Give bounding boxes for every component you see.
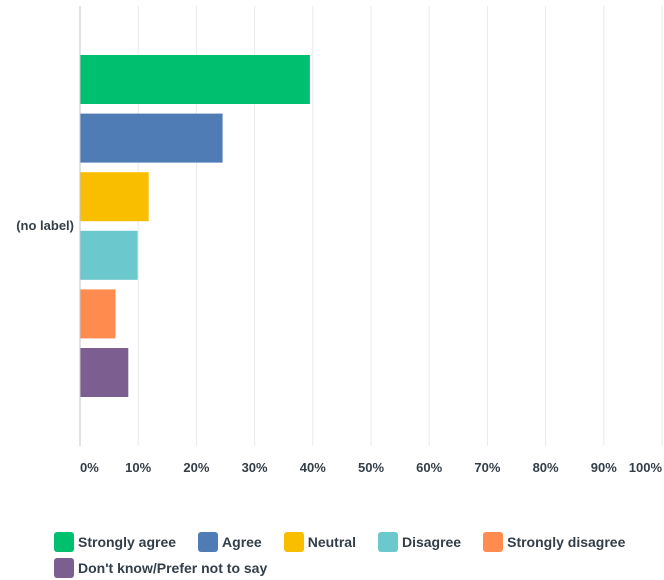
x-tick-label: 60% [416, 460, 442, 475]
legend-label: Neutral [307, 534, 356, 550]
bar-strongly-agree[interactable] [80, 55, 310, 104]
legend-label: Strongly disagree [507, 534, 626, 550]
legend-label: Don't know/Prefer not to say [78, 560, 268, 576]
x-tick-label: 30% [242, 460, 268, 475]
legend-swatch [54, 558, 74, 578]
x-tick-label: 80% [533, 460, 559, 475]
x-tick-label: 70% [474, 460, 500, 475]
x-tick-label: 90% [591, 460, 617, 475]
x-tick-label: 20% [183, 460, 209, 475]
legend-item[interactable]: Don't know/Prefer not to say [54, 558, 267, 578]
bar-chart: 0% 10% 20% 30% 40% 50% 60% 70% 80% 90% 100% (no la… [16, 6, 663, 475]
x-tick-label: 100% [629, 460, 663, 475]
x-tick-label: 50% [358, 460, 384, 475]
bar-disagree[interactable] [80, 230, 138, 280]
legend-swatch [377, 532, 398, 552]
y-category-label: (no label) [16, 218, 74, 233]
bar-don-t-know-prefer-not-to-say[interactable] [80, 348, 129, 397]
legend-item[interactable]: Neutral [283, 532, 356, 552]
bars [80, 55, 310, 397]
legend-item[interactable]: Disagree [377, 532, 462, 552]
legend-swatch [198, 532, 219, 552]
bar-strongly-disagree[interactable] [80, 289, 116, 339]
x-axis-ticks: 0% 10% 20% 30% 40% 50% 60% 70% 80% 90% 100% [80, 460, 662, 475]
legend-item[interactable]: Agree [198, 532, 262, 552]
y-axis-categories: (no label) [16, 218, 74, 233]
legend-item[interactable]: Strongly agree [54, 532, 176, 552]
bar-agree[interactable] [80, 113, 223, 163]
x-tick-label: 40% [300, 460, 326, 475]
legend: Strongly agree Agree Neutral Disagree Strong… [54, 532, 664, 578]
legend-label: Disagree [401, 534, 462, 550]
legend-swatch [283, 532, 304, 552]
legend-label: Strongly agree [78, 534, 177, 550]
legend-item[interactable]: Strongly disagree [483, 532, 625, 552]
x-tick-label: 10% [125, 460, 151, 475]
bar-neutral[interactable] [80, 172, 149, 222]
legend-swatch [483, 532, 504, 552]
x-tick-label: 0% [80, 460, 99, 475]
legend-swatch [54, 532, 74, 552]
legend-label: Agree [222, 534, 262, 550]
